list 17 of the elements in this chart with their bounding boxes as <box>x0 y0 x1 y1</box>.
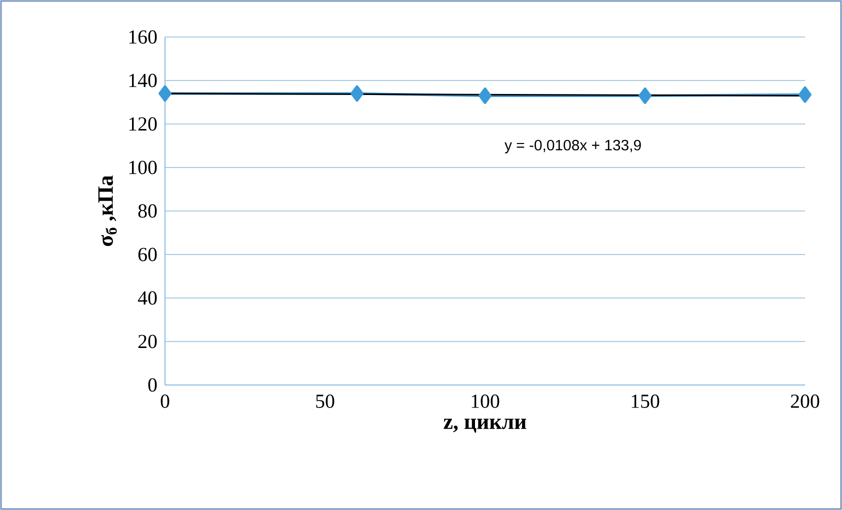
y-tick-label: 60 <box>138 248 157 262</box>
x-tick-label: 100 <box>472 394 500 408</box>
y-tick-label: 0 <box>148 378 157 392</box>
y-tick-label: 40 <box>138 291 157 305</box>
x-tick-label: 0 <box>160 394 170 408</box>
x-tick-label: 50 <box>316 394 334 408</box>
y-tick-label: 20 <box>138 334 157 348</box>
x-axis-title: z, цикли <box>444 418 526 433</box>
x-tick-label: 200 <box>790 394 820 408</box>
y-tick-label: 80 <box>138 204 157 218</box>
y-tick-label: 120 <box>129 117 157 131</box>
y-tick-label: 140 <box>129 74 157 88</box>
y-axis-title: σ$_{б}$ ,кПа <box>98 175 117 246</box>
annotation: y = -0,0108x + 133,9 <box>504 140 641 154</box>
y-tick-label: 100 <box>129 160 157 174</box>
y-tick-label: 160 <box>129 30 157 44</box>
x-tick-label: 150 <box>632 394 660 408</box>
